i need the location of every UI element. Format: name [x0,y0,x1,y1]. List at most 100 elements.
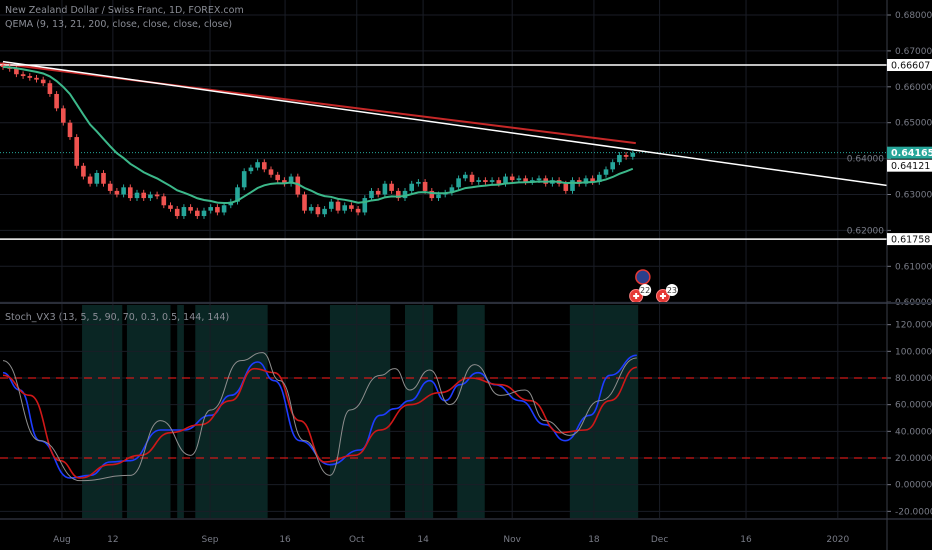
time-tick-label: Oct [349,535,365,545]
candle [402,188,408,201]
economic-event-icon[interactable] [635,269,651,285]
candle-body [40,79,46,84]
stoch-line-red [2,366,638,479]
candle [630,149,636,160]
candle-body [27,76,33,78]
candle [54,91,59,112]
candle-body [114,190,120,195]
candle-body [54,93,59,109]
shaded-zone [329,305,391,518]
candle-body [630,152,636,157]
candle-body [107,183,113,191]
candle [449,184,455,196]
candle-body [342,205,347,211]
candle-body [221,205,227,213]
candle [215,204,220,216]
candle [241,168,247,191]
candle [174,205,180,219]
candle [141,189,146,201]
time-tick-label: 12 [107,535,118,545]
price-tag-label: 0.61758 [891,235,930,246]
price-tick-label: 0.61000 [895,262,932,272]
candle-body [201,210,207,217]
price-tag-label: 0.64165 [891,148,932,159]
shaded-zone [405,305,434,518]
price-pane[interactable]: 22 23 [0,60,888,303]
candle-body [148,194,153,199]
candle-body [476,180,481,182]
stoch-pane[interactable] [0,352,887,482]
price-tag-label: 0.64121 [891,161,930,172]
candle-body [583,178,589,184]
event-count-badge [665,284,678,296]
candle [416,179,421,187]
stoch-line-gray [2,352,637,482]
candle [107,180,113,194]
candle-body [456,178,461,188]
candle [161,193,167,209]
candle-body [382,183,388,195]
candle-body [67,122,73,138]
shaded-zone [569,305,639,518]
shaded-zone [457,305,485,518]
stoch-tick-label: 100.00000 [895,347,932,357]
candle [87,173,93,187]
candle-body [523,178,528,182]
candle [295,173,301,198]
candle-body [215,207,220,213]
shaded-zone [126,305,171,518]
candle [590,175,595,185]
candle-body [396,190,401,199]
candle-body [422,181,428,191]
candle [268,166,274,178]
candle [623,152,629,160]
candle-body [597,174,602,182]
price-tag-label: 0.66607 [891,61,930,72]
candle-body [362,198,368,213]
candle [489,177,495,185]
time-tick-label: 18 [588,535,600,545]
candle-body [181,207,187,217]
cross-icon [659,293,666,299]
candle [315,204,321,218]
trendline[interactable] [2,60,888,187]
candle [154,191,160,200]
candle [597,171,602,185]
candle-body [255,162,260,168]
candle-body [369,190,374,199]
stoch-tick-label: 0.00000 [895,481,932,491]
price-tag [887,59,932,72]
time-tick-label: 16 [740,535,752,545]
candle-body [34,77,39,80]
event-count-label: 23 [667,286,677,295]
candle-body [282,180,287,184]
candle-body [610,162,615,170]
candle [67,119,73,140]
candle-body [308,207,314,211]
cross-icon [633,293,640,299]
candle-body [563,183,569,191]
candle [362,195,368,216]
time-tick-label: Aug [53,535,71,545]
time-tick-label: Sep [202,535,219,545]
candle [429,188,435,201]
price-tick-label: 0.64000 [847,155,884,165]
candle-body [248,167,254,172]
candle-body [536,178,542,181]
candle [262,159,267,173]
candle-body [375,190,381,195]
stoch-tick-label: 120.00000 [895,321,932,331]
stoch-shaded-zones [82,305,639,518]
shaded-zone [195,305,268,518]
candle [81,162,86,180]
candle-body [429,190,435,199]
candle-body [161,196,167,206]
candle-body [489,180,495,182]
candle [195,207,200,219]
chart-title: New Zealand Dollar / Swiss Franc, 1D, FO… [5,5,244,16]
candle [134,189,140,201]
candle [476,177,481,185]
candle [275,171,280,184]
candle [128,184,133,201]
